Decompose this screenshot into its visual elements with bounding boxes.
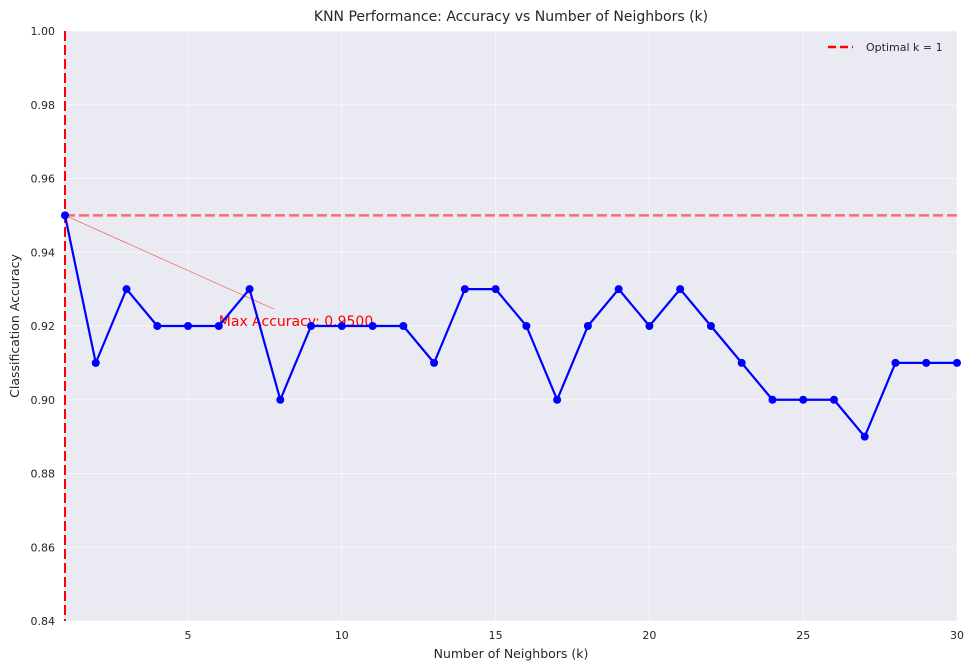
data-point-k-19 bbox=[614, 285, 623, 294]
data-point-k-24 bbox=[768, 395, 777, 404]
y-tick-label: 0.88 bbox=[31, 468, 56, 481]
legend-label-optimal-k: Optimal k = 1 bbox=[866, 41, 943, 54]
y-tick-label: 0.92 bbox=[31, 320, 56, 333]
data-series bbox=[61, 211, 961, 441]
x-axis-title: Number of Neighbors (k) bbox=[434, 646, 589, 661]
x-tick-label: 5 bbox=[185, 629, 192, 642]
data-point-k-4 bbox=[153, 322, 162, 330]
legend-box bbox=[818, 37, 950, 59]
y-tick-label: 0.96 bbox=[31, 173, 56, 186]
y-tick-label: 0.94 bbox=[31, 246, 56, 259]
annotation-text: Max Accuracy: 0.9500 bbox=[219, 314, 373, 330]
data-point-k-6 bbox=[214, 322, 223, 330]
data-point-k-15 bbox=[491, 285, 500, 294]
data-point-k-8 bbox=[276, 395, 285, 404]
axis-ticks: 0.84 0.86 0.88 0.90 0.92 0.94 0.96 0.98 1.00 5 10 1… bbox=[31, 25, 965, 642]
y-tick-label: 0.84 bbox=[31, 615, 56, 628]
y-tick-label: 1.00 bbox=[31, 25, 56, 38]
y-axis-title: Classification Accuracy bbox=[7, 254, 22, 398]
data-point-k-7 bbox=[245, 285, 254, 294]
y-tick-label: 0.86 bbox=[31, 541, 56, 554]
annotation-arrow bbox=[64, 215, 274, 310]
x-tick-label: 15 bbox=[489, 629, 503, 642]
data-point-k-17 bbox=[553, 395, 562, 404]
data-point-k-29 bbox=[922, 358, 931, 367]
y-tick-label: 0.90 bbox=[31, 394, 56, 407]
chart-title: KNN Performance: Accuracy vs Number of N… bbox=[314, 9, 708, 25]
data-point-k-18 bbox=[583, 322, 592, 330]
x-tick-label: 20 bbox=[642, 629, 656, 642]
data-point-k-12 bbox=[399, 322, 408, 330]
data-point-k-28 bbox=[891, 358, 900, 367]
data-point-k-23 bbox=[737, 358, 746, 367]
data-point-k-5 bbox=[184, 322, 193, 330]
reference-lines bbox=[64, 31, 957, 621]
data-point-k-14 bbox=[460, 285, 469, 294]
data-point-k-16 bbox=[522, 322, 531, 330]
x-tick-label: 25 bbox=[796, 629, 810, 642]
data-point-k-30 bbox=[953, 358, 961, 367]
x-tick-label: 30 bbox=[950, 629, 964, 642]
data-point-k-10 bbox=[337, 322, 346, 330]
data-point-k-26 bbox=[829, 395, 838, 404]
x-tick-label: 10 bbox=[335, 629, 349, 642]
data-point-k-20 bbox=[645, 322, 654, 330]
data-point-k-21 bbox=[676, 285, 685, 294]
data-point-k-27 bbox=[860, 432, 869, 441]
data-point-k-13 bbox=[430, 358, 439, 367]
data-point-k-9 bbox=[307, 322, 316, 330]
data-point-k-3 bbox=[122, 285, 131, 294]
accuracy-line bbox=[63, 215, 957, 438]
data-point-k-11 bbox=[368, 322, 377, 330]
data-point-k-25 bbox=[799, 395, 808, 404]
data-point-k-1 bbox=[61, 211, 69, 220]
data-point-k-22 bbox=[706, 322, 715, 330]
y-tick-label: 0.98 bbox=[31, 99, 56, 112]
legend: Optimal k = 1 bbox=[818, 37, 950, 59]
data-point-k-2 bbox=[91, 358, 100, 367]
